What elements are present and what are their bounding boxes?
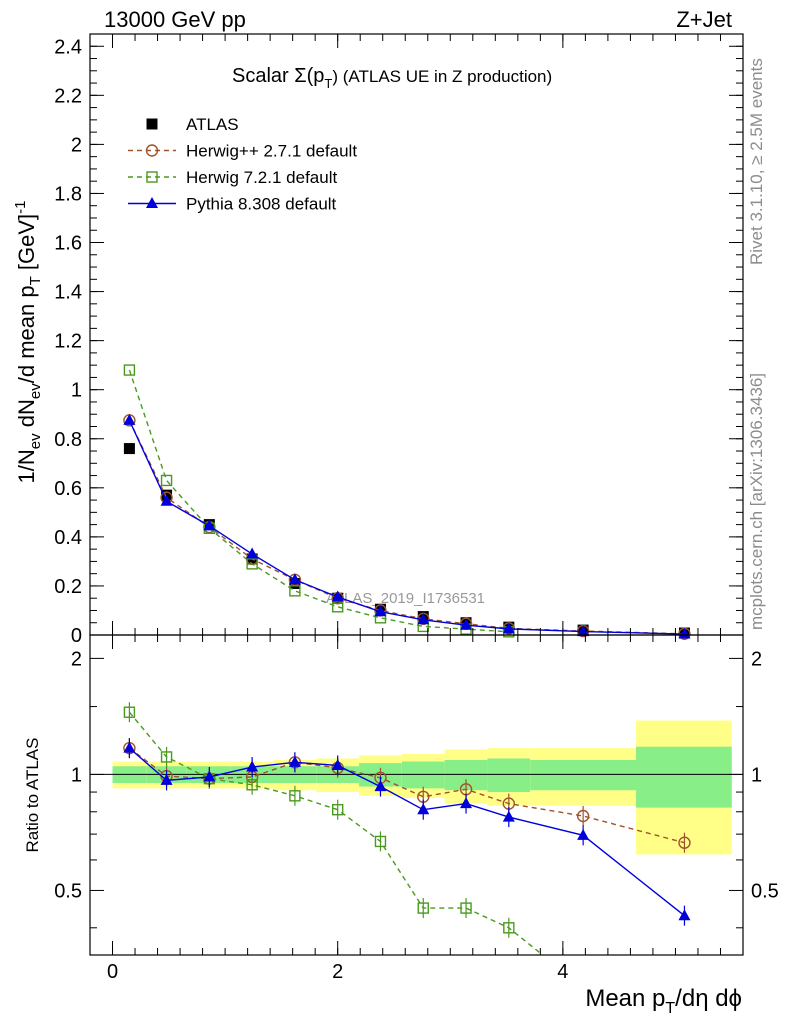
ratio-point-2-1	[160, 751, 173, 763]
legend: ATLAS Herwig++ 2.7.1 default Herwig 7.2.1 …	[128, 115, 357, 214]
ratio-band-green	[636, 746, 732, 808]
ratio-ytick-label-0: 0.5	[54, 880, 82, 902]
main-point-3-1	[160, 494, 173, 506]
main-point-3-8	[460, 618, 473, 630]
xtick-label-1: 2	[332, 961, 343, 983]
ratio-ytick-label-right-0: 0.5	[751, 880, 779, 902]
ratio-point-3-0	[123, 741, 136, 753]
ratio-point-1-11	[678, 836, 691, 849]
main-point-2-4	[289, 585, 301, 597]
chart-title: Scalar Σ(pT) (ATLAS UE in Z production)	[232, 65, 552, 91]
ratio-point-3-8	[460, 797, 473, 809]
main-point-0-0	[123, 443, 135, 455]
xlabel: Mean pT/dη dϕ	[585, 985, 742, 1017]
main-ylabel: 1/Nev dNev/d mean pT [GeV]-1	[12, 201, 44, 484]
ratio-ylabel: Ratio to ATLAS	[23, 738, 42, 853]
main-ytick-label-8: 1.6	[54, 233, 82, 255]
main-line-3	[128, 420, 685, 635]
main-ytick-label-10: 2	[71, 134, 82, 156]
main-point-3-4	[288, 573, 301, 585]
ratio-bands	[90, 720, 743, 855]
ratio-frame	[89, 634, 744, 956]
header-left: 13000 GeV pp	[104, 7, 246, 32]
main-series	[123, 364, 691, 640]
legend-marker-0	[146, 118, 158, 130]
ratio-point-2-0	[123, 706, 136, 718]
ratio-band-green	[530, 759, 637, 791]
main-ytick-label-1: 0.2	[54, 576, 82, 598]
ratio-ytick-label-1: 1	[71, 764, 82, 786]
legend-label-0: ATLAS	[186, 115, 239, 134]
ratio-band-green	[487, 758, 531, 793]
ratio-point-2-5	[331, 803, 344, 816]
ratio-point-3-5	[331, 758, 344, 770]
main-point-2-5	[331, 601, 344, 613]
ratio-ytick-label-right-2: 2	[751, 648, 762, 670]
main-point-3-11	[678, 627, 691, 639]
mcplots-label: mcplots.cern.ch [arXiv:1306.3436]	[747, 373, 766, 630]
ratio-point-2-4	[289, 790, 301, 802]
main-point-2-0	[123, 364, 136, 376]
ratio-line-3	[128, 747, 685, 917]
main-line-2	[128, 369, 509, 633]
main-point-3-9	[502, 622, 515, 634]
axes: 00.20.40.60.811.21.41.61.822.22.40 2 40.5 0…	[54, 33, 779, 983]
main-point-3-5	[331, 590, 344, 602]
legend-marker-1	[145, 144, 159, 157]
ratio-ytick-label-right-1: 1	[751, 764, 762, 786]
ratio-point-3-4	[288, 755, 301, 767]
ratio-ytick-label-2: 2	[71, 648, 82, 670]
ratio-inner	[123, 702, 691, 955]
main-ytick-label-3: 0.6	[54, 478, 82, 500]
main-ytick-label-6: 1.2	[54, 331, 82, 353]
main-point-3-0	[123, 413, 136, 425]
ratio-point-3-11	[678, 909, 691, 921]
main-ytick-label-9: 1.8	[54, 183, 82, 205]
main-point-3-7	[417, 613, 430, 625]
main-ytick-label-7: 1.4	[54, 282, 82, 304]
ratio-point-2-8	[460, 902, 472, 914]
ratio-point-2-9	[503, 922, 515, 934]
header-right: Z+Jet	[676, 7, 732, 32]
main-ytick-label-2: 0.4	[54, 527, 82, 549]
analysis-watermark: ATLAS_2019_I1736531	[326, 590, 485, 607]
ratio-point-3-9	[502, 810, 515, 822]
ratio-point-1-10	[576, 809, 590, 823]
ratio-point-3-10	[577, 828, 590, 840]
ratio-point-3-2	[203, 770, 216, 782]
legend-label-3: Pythia 8.308 default	[186, 195, 337, 214]
ratio-band-green	[401, 761, 445, 789]
ratio-point-2-3	[246, 779, 258, 791]
xtick-label-2: 4	[557, 961, 568, 983]
ratio-point-3-6	[374, 780, 387, 792]
main-point-2-3	[246, 558, 258, 570]
legend-label-1: Herwig++ 2.7.1 default	[186, 142, 357, 161]
main-ytick-label-4: 0.8	[54, 429, 82, 451]
legend-marker-2	[146, 171, 158, 183]
main-ytick-label-11: 2.2	[54, 85, 82, 107]
ratio-point-3-7	[417, 803, 430, 815]
main-point-3-3	[246, 547, 259, 559]
ratio-series	[123, 702, 691, 955]
ratio-point-2-6	[374, 835, 387, 848]
legend-marker-3	[146, 197, 158, 208]
main-ytick-label-0: 0	[71, 625, 82, 647]
ratio-point-2-7	[417, 902, 429, 914]
legend-label-2: Herwig 7.2.1 default	[186, 168, 337, 187]
xtick-label-0: 0	[107, 961, 118, 983]
main-point-3-6	[374, 605, 387, 617]
main-ytick-label-5: 1	[71, 380, 82, 402]
main-point-3-2	[203, 519, 216, 531]
ratio-line-1	[128, 747, 685, 844]
ratio-point-3-1	[160, 773, 173, 785]
ratio-point-3-3	[246, 760, 259, 772]
rivet-label: Rivet 3.1.10, ≥ 2.5M events	[747, 58, 766, 265]
main-ytick-label-12: 2.4	[54, 36, 82, 58]
main-point-3-10	[577, 625, 590, 637]
main-point-2-1	[160, 474, 173, 487]
